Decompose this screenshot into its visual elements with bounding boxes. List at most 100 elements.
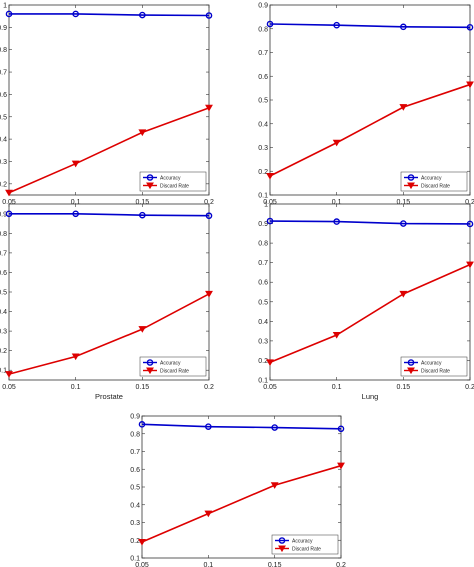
chart-panel-4: 0.05 0.1 0.15 0.20.10.20.30.40.50.60.70.80.… xyxy=(258,202,474,402)
x-tick-label: 0.1 xyxy=(71,199,81,206)
legend-label: Accuracy xyxy=(421,360,442,366)
x-tick-label: 0.15 xyxy=(397,384,411,391)
x-tick-label: 0.2 xyxy=(336,562,346,567)
legend-label: Accuracy xyxy=(292,538,313,544)
y-tick-label: 0.9 xyxy=(258,3,268,10)
x-tick-label: 0.2 xyxy=(204,384,214,391)
x-tick-label: 0.15 xyxy=(268,562,282,567)
series-line-discard-rate xyxy=(8,293,210,375)
data-point-accuracy xyxy=(466,220,474,228)
data-point-discard-rate xyxy=(71,160,80,168)
legend-marker xyxy=(278,537,286,544)
data-point-accuracy xyxy=(266,20,274,28)
y-tick-label: 0.8 xyxy=(130,431,140,438)
y-tick-label: 0.6 xyxy=(0,270,7,277)
y-tick-label: 0.1 xyxy=(258,378,268,385)
y-tick-label: 0.9 xyxy=(0,211,7,218)
y-tick-label: 0.1 xyxy=(130,556,140,563)
legend-marker xyxy=(278,545,286,553)
y-tick-label: 0.5 xyxy=(258,98,268,105)
chart-panel-1: 0.050.10.150.20.20.30.40.50.60.70.80.91L… xyxy=(0,3,214,217)
x-axis-label: Prostate xyxy=(95,392,123,401)
y-tick-label: 0.8 xyxy=(0,231,7,238)
data-point-discard-rate xyxy=(466,81,474,89)
y-tick-label: 0.7 xyxy=(0,70,7,77)
legend-label: Accuracy xyxy=(160,360,181,366)
data-point-accuracy xyxy=(466,24,474,31)
data-point-accuracy xyxy=(400,23,407,31)
data-point-discard-rate xyxy=(205,290,213,298)
chart-panel-3: 0.05 0.1 0.15 0.2 0.1 0.2 0.3 0.4 0.5 0.6 0.7 0.8 0.… xyxy=(0,203,214,401)
plot-area xyxy=(8,4,210,196)
series-line-discard-rate xyxy=(269,83,471,177)
y-tick-label: 0.9 xyxy=(130,414,140,421)
data-point-discard-rate xyxy=(266,359,274,367)
data-point-discard-rate xyxy=(138,326,147,333)
data-point-accuracy xyxy=(205,212,213,220)
y-tick-label: 0.4 xyxy=(0,309,7,316)
chart-panel-2: 0.05 0.1 0.15 0.20.10.20.30.40.50.60.70.80.… xyxy=(258,3,474,217)
y-tick-label: 0.2 xyxy=(130,538,140,545)
data-point-discard-rate xyxy=(270,482,279,489)
series-line-accuracy xyxy=(9,212,210,217)
y-tick-label: 0.2 xyxy=(258,358,268,365)
series-line-discard-rate xyxy=(269,263,471,364)
legend: Accuracy Discard Rate xyxy=(400,171,468,192)
x-tick-label: 0.1 xyxy=(71,384,81,391)
data-point-accuracy xyxy=(271,424,278,431)
data-point-accuracy xyxy=(5,10,13,18)
data-point-discard-rate xyxy=(5,189,13,197)
x-tick-label: 0.1 xyxy=(332,199,342,206)
x-tick-label: 0.05 xyxy=(2,199,16,206)
x-tick-label: 0.2 xyxy=(465,199,474,206)
y-tick-label: 0.4 xyxy=(258,319,268,326)
y-tick-label: 0.5 xyxy=(0,114,7,121)
legend-marker xyxy=(146,174,154,181)
legend: Accuracy Discard Rate xyxy=(139,171,207,192)
x-tick-label: 0.2 xyxy=(465,384,474,391)
y-tick-label: 0.1 xyxy=(0,368,7,375)
plot-area xyxy=(269,4,471,196)
legend-label: Accuracy xyxy=(421,175,442,181)
data-point-accuracy xyxy=(205,423,212,430)
y-tick-label: 0.9 xyxy=(0,25,7,32)
legend-box xyxy=(139,171,207,192)
x-tick-label: 0.15 xyxy=(397,199,411,206)
data-point-discard-rate xyxy=(399,290,408,298)
x-tick-label: 0.15 xyxy=(136,384,150,391)
data-point-accuracy xyxy=(400,220,407,227)
data-point-discard-rate xyxy=(204,510,213,518)
data-point-accuracy xyxy=(72,210,79,218)
x-axis-label: Lung xyxy=(362,392,379,401)
y-tick-label: 0.4 xyxy=(130,502,140,509)
legend-label: Discard Rate xyxy=(421,368,450,374)
y-tick-label: 0.2 xyxy=(258,169,268,176)
data-point-accuracy xyxy=(266,217,274,225)
legend: Accuracy Discard Rate xyxy=(400,356,468,377)
series-line-accuracy xyxy=(141,423,342,430)
y-tick-label: 1 xyxy=(3,3,7,10)
series-line-accuracy xyxy=(9,13,210,17)
data-point-accuracy xyxy=(333,218,340,225)
x-tick-label: 0.05 xyxy=(2,384,16,391)
legend-box xyxy=(139,356,207,377)
series-line-discard-rate xyxy=(8,107,210,194)
data-point-accuracy xyxy=(333,21,340,29)
legend-box xyxy=(400,171,468,192)
series-line-accuracy xyxy=(269,220,471,225)
y-tick-label: 0.2 xyxy=(0,181,7,188)
legend-marker xyxy=(146,182,154,190)
data-point-discard-rate xyxy=(138,539,146,546)
y-tick-label: 0.3 xyxy=(258,338,268,345)
data-point-accuracy xyxy=(138,421,146,428)
data-point-discard-rate xyxy=(5,371,13,378)
y-tick-label: 0.2 xyxy=(0,348,7,355)
data-point-discard-rate xyxy=(466,261,474,269)
y-tick-label: 0.6 xyxy=(0,92,7,99)
legend-box xyxy=(271,534,339,555)
data-point-discard-rate xyxy=(71,353,80,361)
x-tick-label: 0.15 xyxy=(136,199,150,206)
series-line-discard-rate xyxy=(141,464,342,543)
data-point-discard-rate xyxy=(205,104,213,112)
